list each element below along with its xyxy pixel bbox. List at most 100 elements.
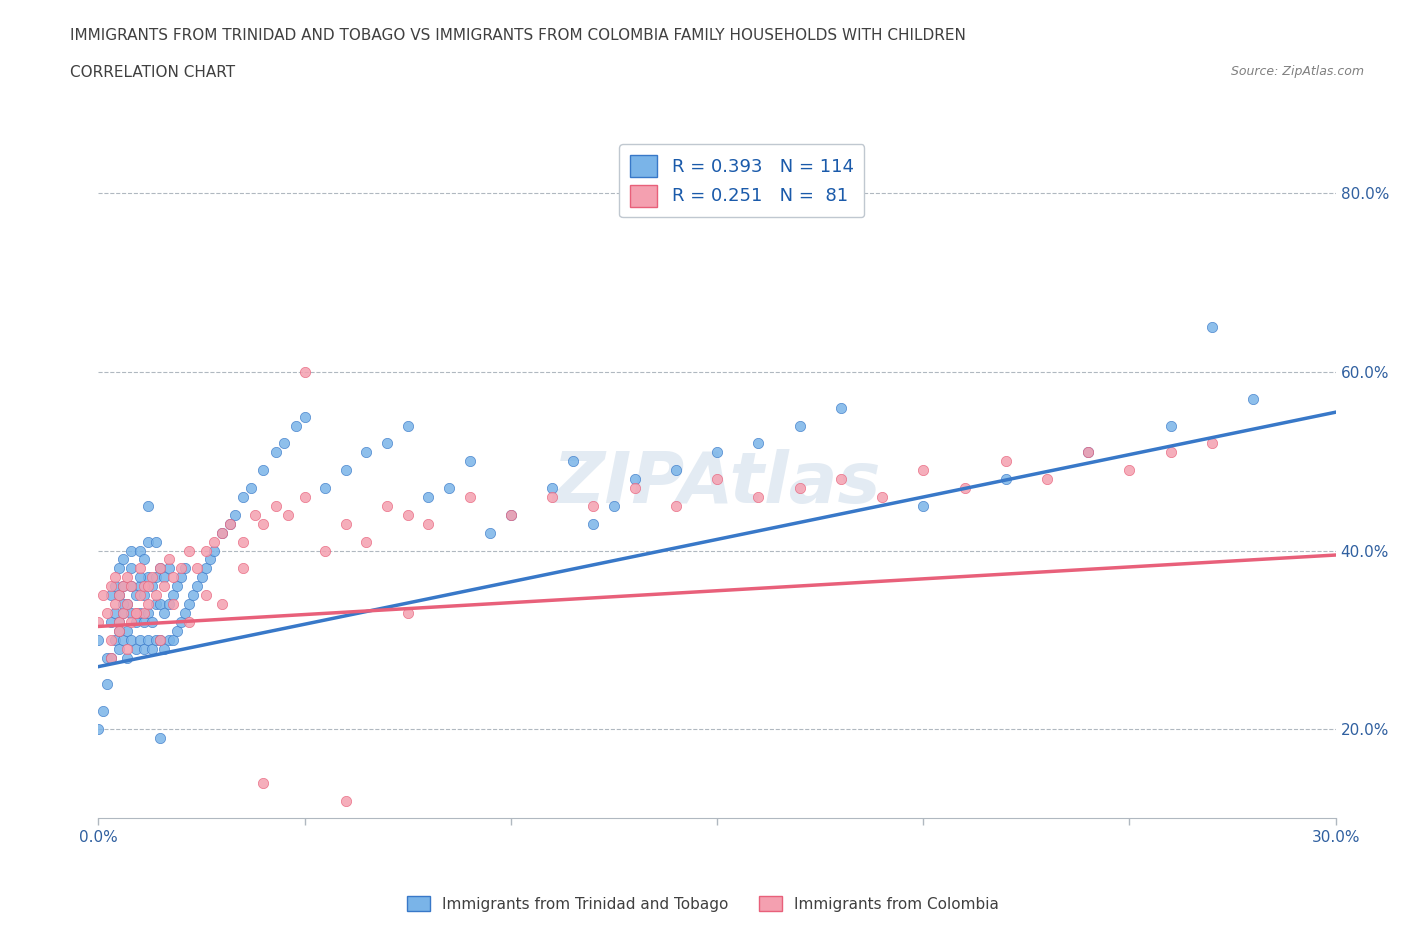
- Point: [96, 650, 118, 665]
- Point: [108, 642, 131, 657]
- Point: [335, 463, 357, 478]
- Point: [202, 543, 225, 558]
- Point: [128, 561, 150, 576]
- Point: [174, 561, 197, 576]
- Point: [665, 463, 688, 478]
- Point: [277, 508, 299, 523]
- Point: [141, 615, 163, 630]
- Point: [912, 498, 935, 513]
- Point: [120, 615, 142, 630]
- Point: [120, 543, 142, 558]
- Point: [240, 481, 263, 496]
- Point: [1160, 445, 1182, 459]
- Point: [104, 578, 127, 593]
- Point: [100, 578, 122, 593]
- Point: [747, 489, 769, 504]
- Point: [194, 543, 217, 558]
- Point: [136, 632, 159, 647]
- Point: [458, 489, 481, 504]
- Point: [128, 605, 150, 620]
- Point: [145, 588, 167, 603]
- Point: [224, 508, 246, 523]
- Point: [623, 472, 645, 486]
- Point: [252, 776, 274, 790]
- Text: IMMIGRANTS FROM TRINIDAD AND TOBAGO VS IMMIGRANTS FROM COLOMBIA FAMILY HOUSEHOLD: IMMIGRANTS FROM TRINIDAD AND TOBAGO VS I…: [70, 28, 966, 43]
- Point: [108, 615, 131, 630]
- Point: [179, 543, 201, 558]
- Point: [706, 472, 728, 486]
- Point: [211, 525, 233, 540]
- Point: [314, 481, 336, 496]
- Point: [149, 632, 172, 647]
- Point: [870, 489, 893, 504]
- Point: [149, 561, 172, 576]
- Point: [104, 605, 127, 620]
- Point: [264, 445, 287, 459]
- Point: [124, 605, 146, 620]
- Point: [108, 623, 131, 638]
- Point: [104, 597, 127, 612]
- Point: [830, 400, 852, 415]
- Point: [1036, 472, 1059, 486]
- Point: [170, 615, 193, 630]
- Point: [124, 605, 146, 620]
- Point: [162, 597, 184, 612]
- Point: [396, 605, 419, 620]
- Point: [124, 588, 146, 603]
- Point: [994, 454, 1017, 469]
- Text: ZIPAtlas: ZIPAtlas: [553, 449, 882, 518]
- Point: [157, 632, 180, 647]
- Point: [108, 588, 131, 603]
- Point: [145, 534, 167, 549]
- Point: [136, 498, 159, 513]
- Point: [162, 632, 184, 647]
- Point: [1160, 418, 1182, 433]
- Point: [418, 516, 440, 531]
- Point: [132, 588, 155, 603]
- Point: [211, 525, 233, 540]
- Point: [219, 516, 242, 531]
- Point: [179, 597, 201, 612]
- Point: [153, 605, 176, 620]
- Point: [108, 561, 131, 576]
- Point: [141, 570, 163, 585]
- Text: CORRELATION CHART: CORRELATION CHART: [70, 65, 235, 80]
- Point: [120, 578, 142, 593]
- Point: [112, 605, 135, 620]
- Point: [437, 481, 460, 496]
- Point: [124, 615, 146, 630]
- Point: [132, 642, 155, 657]
- Point: [132, 605, 155, 620]
- Point: [912, 463, 935, 478]
- Point: [149, 597, 172, 612]
- Point: [194, 588, 217, 603]
- Point: [112, 578, 135, 593]
- Point: [1118, 463, 1140, 478]
- Legend: R = 0.393   N = 114, R = 0.251   N =  81: R = 0.393 N = 114, R = 0.251 N = 81: [619, 144, 865, 218]
- Point: [100, 615, 122, 630]
- Point: [149, 561, 172, 576]
- Point: [124, 642, 146, 657]
- Point: [136, 605, 159, 620]
- Point: [830, 472, 852, 486]
- Point: [665, 498, 688, 513]
- Point: [198, 552, 221, 567]
- Point: [112, 632, 135, 647]
- Point: [375, 498, 398, 513]
- Point: [112, 578, 135, 593]
- Point: [149, 731, 172, 746]
- Point: [623, 481, 645, 496]
- Point: [136, 570, 159, 585]
- Point: [112, 605, 135, 620]
- Point: [128, 578, 150, 593]
- Point: [157, 552, 180, 567]
- Point: [232, 489, 254, 504]
- Point: [582, 498, 605, 513]
- Point: [132, 578, 155, 593]
- Point: [120, 632, 142, 647]
- Point: [100, 632, 122, 647]
- Point: [356, 534, 378, 549]
- Point: [149, 632, 172, 647]
- Point: [128, 570, 150, 585]
- Point: [117, 597, 139, 612]
